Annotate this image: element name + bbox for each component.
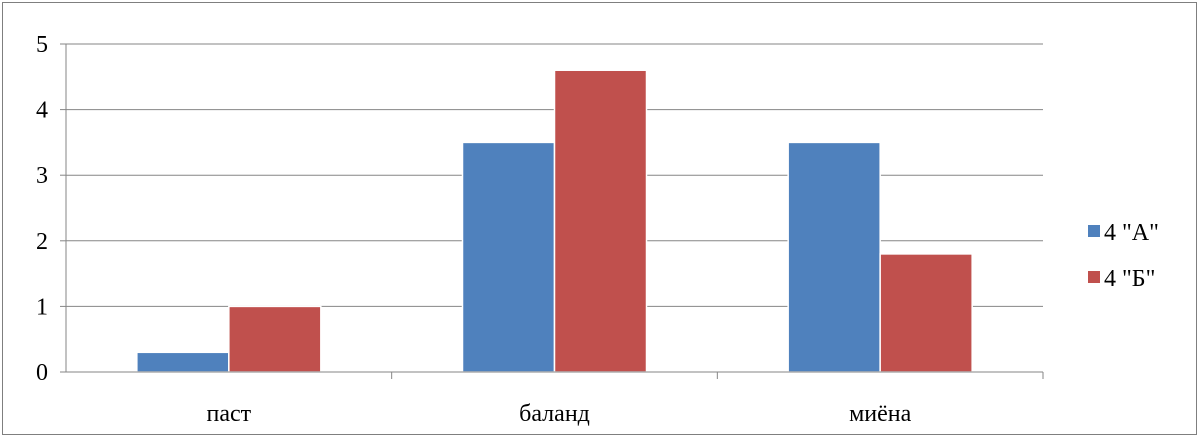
legend: 4 "А" 4 "Б" <box>1088 220 1159 292</box>
y-tick-label: 4 <box>36 98 48 124</box>
bar-series-b-0 <box>228 305 322 373</box>
bar-chart: 0 1 2 3 4 5 паст баланд миёна 4 "А" 4 "Б" <box>36 32 1159 427</box>
legend-swatch <box>1088 225 1100 237</box>
y-tick-label: 1 <box>36 294 48 320</box>
legend-label: 4 "Б" <box>1104 266 1155 292</box>
bar-series-a-2 <box>787 141 881 373</box>
bar-series-b-1 <box>553 69 648 373</box>
y-tick-label: 2 <box>36 229 48 255</box>
x-category-label: баланд <box>519 401 590 427</box>
bar-series-a-0 <box>136 351 230 373</box>
bar-series-a-1 <box>461 141 556 373</box>
axes: 0 1 2 3 4 5 паст баланд миёна <box>36 32 1044 427</box>
y-tick-label: 3 <box>36 163 48 189</box>
y-tick-label: 0 <box>36 360 48 386</box>
x-category-label: паст <box>207 401 252 427</box>
legend-swatch <box>1088 271 1100 283</box>
bar-series-b-2 <box>879 253 973 373</box>
y-tick-label: 5 <box>36 32 48 58</box>
x-category-label: миёна <box>849 401 912 427</box>
legend-label: 4 "А" <box>1104 220 1159 246</box>
bars <box>136 69 973 373</box>
